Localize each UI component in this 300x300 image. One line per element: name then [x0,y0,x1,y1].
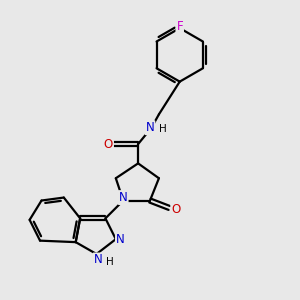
Text: N: N [146,121,154,134]
Text: N: N [94,254,102,266]
Text: H: H [106,257,114,267]
Text: F: F [176,20,183,33]
Text: H: H [159,124,167,134]
Text: N: N [116,233,125,246]
Text: O: O [104,138,113,151]
Text: O: O [171,203,181,216]
Text: N: N [119,191,128,204]
